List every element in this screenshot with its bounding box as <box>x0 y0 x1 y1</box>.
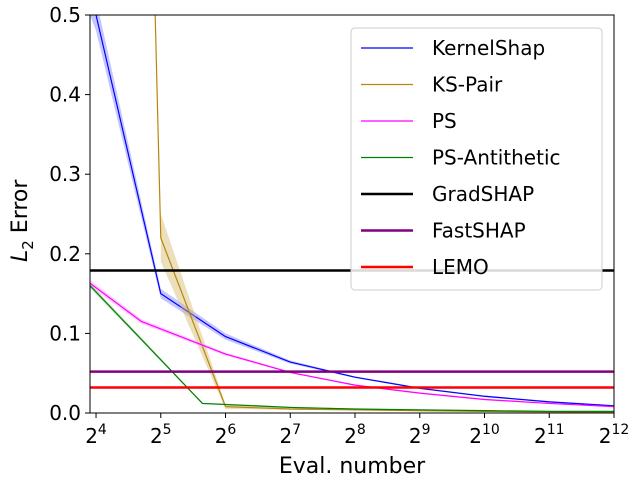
x-tick-label: 24 <box>85 422 107 448</box>
y-tick-label: 0.3 <box>49 162 81 186</box>
legend-label-ps: PS <box>432 109 457 133</box>
legend-label-gradshap: GradSHAP <box>432 182 534 206</box>
legend: KernelShap KS-Pair PS PS-Antithetic GradSHAP… <box>350 27 603 291</box>
legend-box <box>350 27 603 291</box>
x-tick-label: 29 <box>409 422 431 448</box>
ps-band <box>90 280 614 408</box>
x-tick-label: 212 <box>599 422 630 448</box>
plot-frame <box>89 14 615 414</box>
x-tick-label: 210 <box>469 422 500 448</box>
legend-label-lemo: LEMO <box>432 255 489 279</box>
legend-label-ks-pair: KS-Pair <box>432 73 503 97</box>
kernelshap-line <box>95 15 614 407</box>
ps-line <box>90 282 614 408</box>
y-tick-label: 0.5 <box>49 3 81 27</box>
ps-antithetic-line <box>90 285 614 413</box>
y-tick-label: 0.2 <box>49 242 81 266</box>
legend-label-kernelshap: KernelShap <box>432 36 545 60</box>
x-tick-label: 25 <box>150 422 172 448</box>
x-tick-label: 27 <box>279 422 301 448</box>
y-tick-label: 0.1 <box>49 321 81 345</box>
x-tick-label: 211 <box>534 422 565 448</box>
x-tick-label: 26 <box>215 422 237 448</box>
legend-label-fastshap: FastSHAP <box>432 219 526 243</box>
y-axis-label: L2 Error <box>8 179 37 262</box>
x-tick-label: 28 <box>344 422 366 448</box>
y-tick-label: 0.0 <box>49 401 81 425</box>
axes: 0.0 0.1 0.2 0.3 0.4 0.5 24 25 26 27 28 29 210 211 212 E… <box>8 3 629 479</box>
x-axis-label: Eval. number <box>279 454 426 479</box>
y-tick-label: 0.4 <box>49 83 81 107</box>
legend-label-ps-antithetic: PS-Antithetic <box>432 146 561 170</box>
